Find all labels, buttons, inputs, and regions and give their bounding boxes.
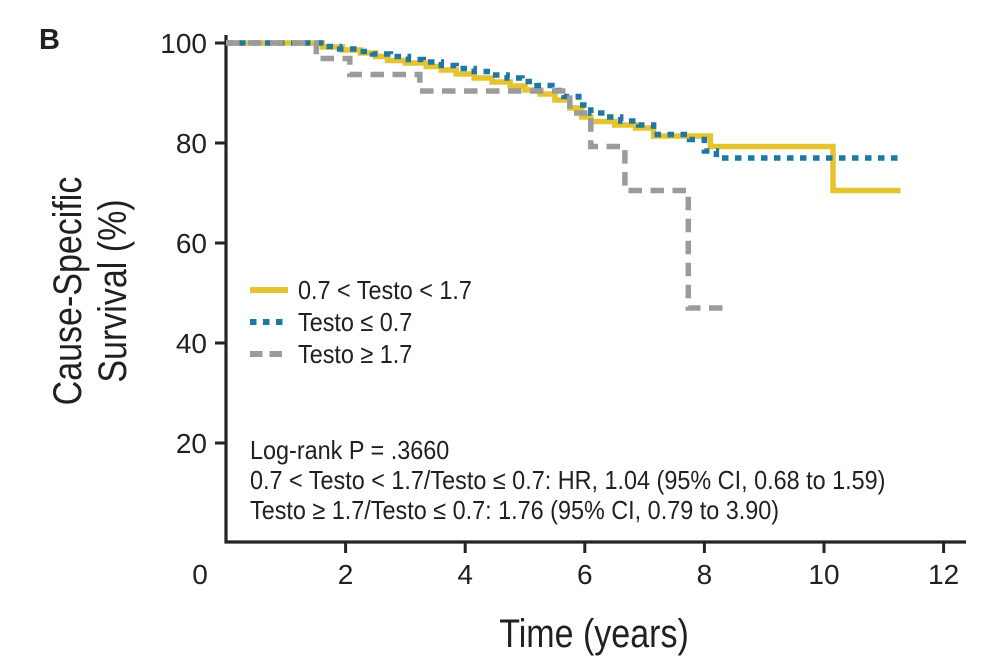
- y-tick-label: 80: [176, 128, 207, 159]
- legend-item-testo-mid: 0.7 < Testo < 1.7: [250, 274, 491, 306]
- y-tick-label: 100: [160, 28, 207, 59]
- legend-swatch-dotted-line-icon: [250, 319, 288, 325]
- log-rank-p-value: Log-rank P = .3660: [250, 435, 450, 465]
- legend-item-testo-low: Testo ≤ 0.7: [250, 306, 491, 338]
- legend-label-testo-high: Testo ≥ 1.7: [298, 338, 413, 369]
- legend: 0.7 < Testo < 1.7 Testo ≤ 0.7 Testo ≥ 1.7: [250, 274, 491, 370]
- y-tick-label: 20: [176, 428, 207, 459]
- legend-label-testo-low: Testo ≤ 0.7: [298, 306, 413, 337]
- legend-swatch-dashed-line-icon: [250, 351, 288, 357]
- y-tick-label: 60: [176, 228, 207, 259]
- hazard-ratio-line-1: 0.7 < Testo < 1.7/Testo ≤ 0.7: HR, 1.04 …: [250, 465, 886, 495]
- x-tick-label: 0: [192, 559, 208, 590]
- x-tick-label: 4: [457, 559, 473, 590]
- curve-testo-low: [226, 40, 902, 161]
- legend-item-testo-high: Testo ≥ 1.7: [250, 338, 491, 370]
- x-tick-label: 2: [338, 559, 354, 590]
- x-axis-title: Time (years): [499, 612, 689, 656]
- x-tick-label: 8: [697, 559, 713, 590]
- x-tick-label: 10: [808, 559, 839, 590]
- x-tick-label: 6: [577, 559, 593, 590]
- axis-spines: [224, 35, 966, 544]
- curve-testo-high: [226, 40, 729, 311]
- statistics-annotations: Log-rank P = .3660 0.7 < Testo < 1.7/Test…: [250, 435, 956, 525]
- curve-testo-mid: [226, 40, 901, 194]
- legend-label-testo-mid: 0.7 < Testo < 1.7: [298, 274, 472, 305]
- legend-swatch-solid-line-icon: [250, 287, 288, 293]
- x-tick-label: 12: [928, 559, 959, 590]
- y-tick-label: 40: [176, 328, 207, 359]
- panel-label: B: [39, 24, 60, 56]
- hazard-ratio-line-2: Testo ≥ 1.7/Testo ≤ 0.7: 1.76 (95% CI, 0…: [250, 495, 780, 525]
